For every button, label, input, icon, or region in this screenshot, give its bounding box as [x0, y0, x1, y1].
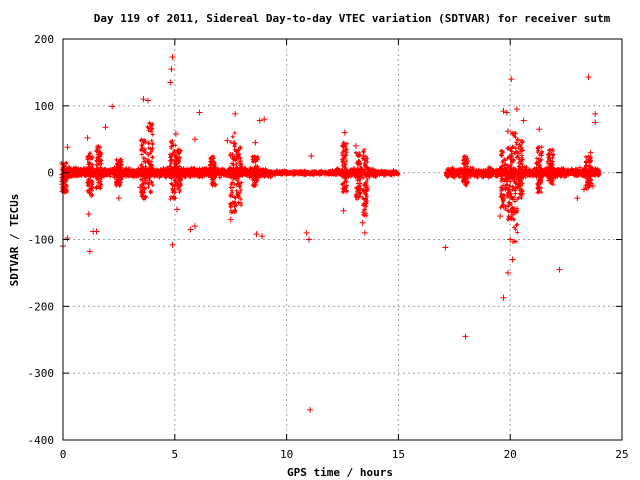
data-points	[59, 54, 602, 413]
chart-title: Day 119 of 2011, Sidereal Day-to-day VTE…	[94, 12, 611, 25]
data-point	[67, 165, 72, 170]
data-point	[577, 165, 582, 170]
grid-lines	[63, 39, 622, 440]
